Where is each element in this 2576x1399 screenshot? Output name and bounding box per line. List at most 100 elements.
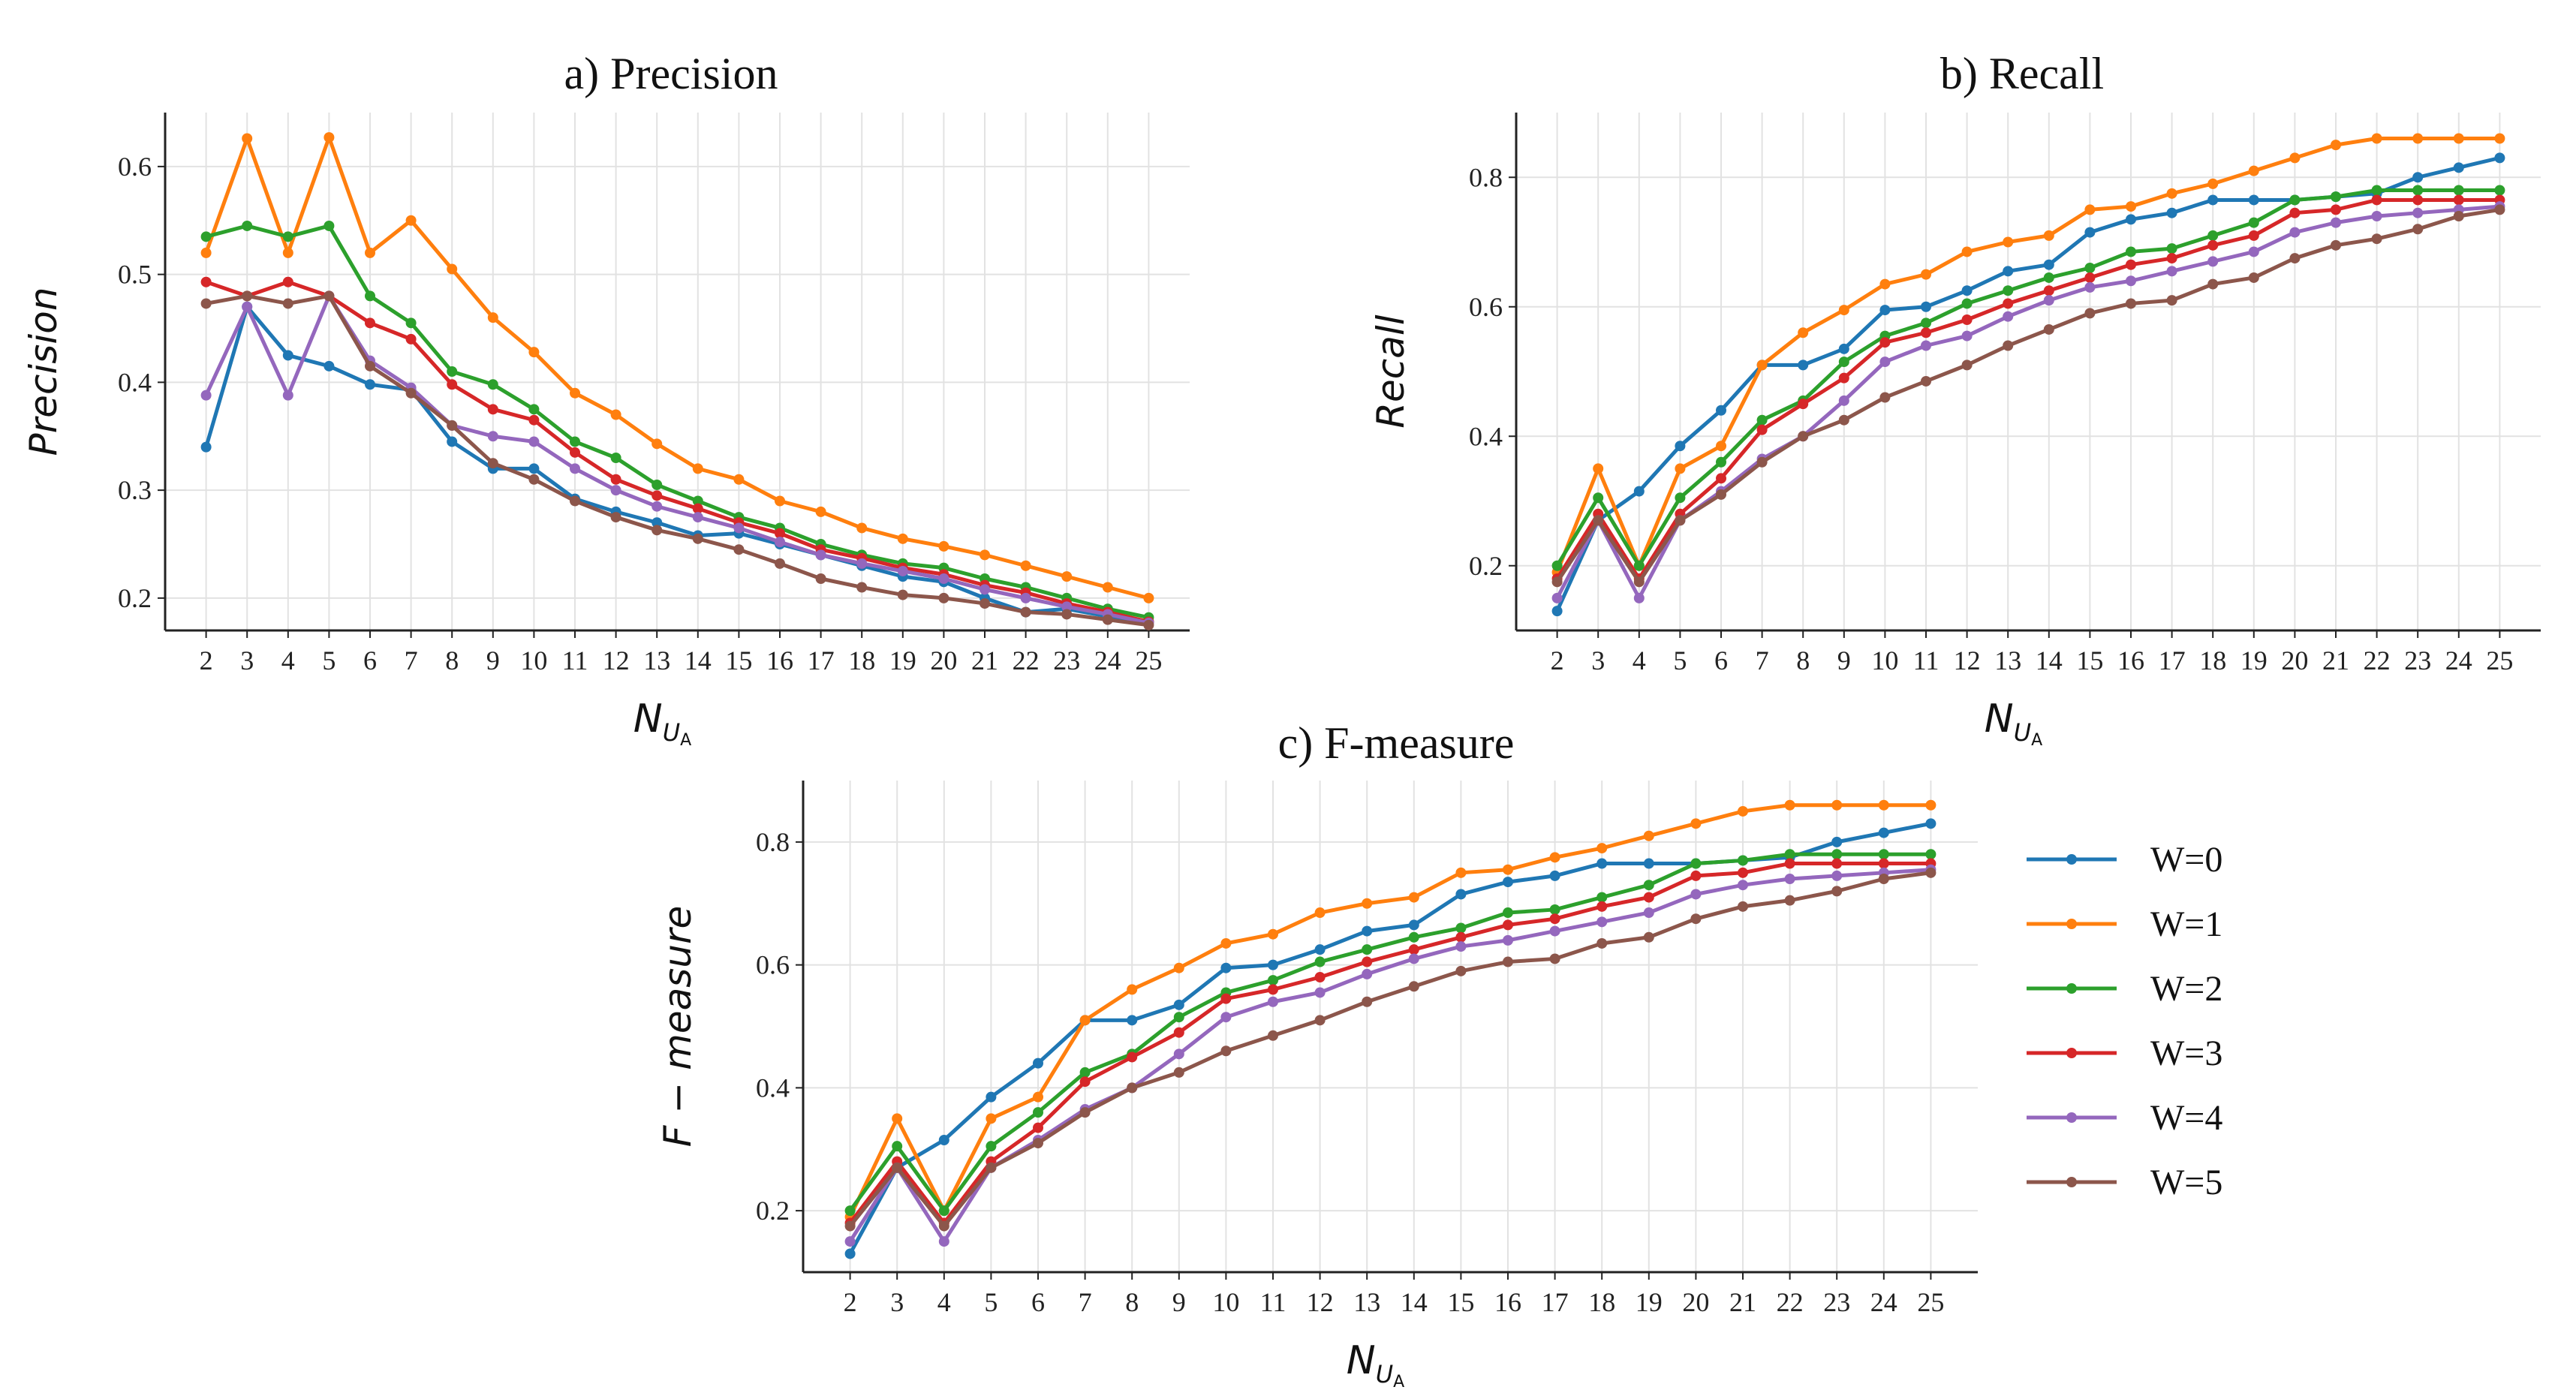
data-point [1408, 931, 1419, 943]
data-point [1503, 877, 1513, 888]
data-point [2003, 340, 2014, 351]
data-point [980, 598, 990, 609]
data-point [528, 414, 540, 426]
data-point [2084, 204, 2096, 215]
data-point [1173, 1027, 1184, 1038]
data-point [856, 582, 868, 593]
data-point [528, 347, 540, 358]
data-point [528, 463, 540, 474]
recall-panel: b) Recall 0.20.40.60.82 3 4 5 6 7 8 9 10 11 12 13 14… [1369, 49, 2541, 750]
x-tick-label: 6 [1031, 1287, 1045, 1317]
data-point [365, 379, 375, 390]
data-point [405, 215, 417, 226]
legend-label: W=4 [2150, 1098, 2222, 1138]
data-point [1127, 984, 1138, 995]
data-point [2207, 178, 2219, 189]
data-point [856, 558, 868, 569]
series-line-W-3 [848, 862, 1931, 1225]
data-point [815, 549, 826, 561]
series-line-W-1 [848, 803, 1931, 1218]
x-tick-label: 19 [889, 645, 916, 675]
data-point [610, 409, 621, 420]
data-point [2126, 201, 2136, 212]
data-point [447, 263, 458, 275]
data-point [1268, 975, 1278, 986]
data-point [1784, 874, 1795, 884]
data-point [2043, 230, 2054, 241]
data-point [1878, 799, 1889, 811]
data-point [938, 540, 949, 552]
x-axis-label: NUA [1985, 696, 2042, 750]
x-tick-label: 12 [1954, 645, 1981, 675]
data-point [2126, 298, 2136, 309]
data-point [1455, 931, 1467, 943]
data-point [1838, 372, 1849, 384]
data-point [2126, 246, 2136, 257]
data-point [2371, 211, 2382, 221]
x-tick-label: 16 [2117, 645, 2144, 675]
x-tick-label: 6 [363, 645, 377, 675]
x-tick-label: 14 [685, 645, 712, 675]
data-point [1220, 1045, 1232, 1057]
data-point [487, 404, 498, 415]
legend-marker [2066, 1112, 2077, 1123]
data-point [1921, 375, 1931, 387]
data-point [1551, 560, 1563, 571]
data-point [570, 463, 580, 474]
x-tick-label: 20 [930, 645, 957, 675]
data-point [1061, 571, 1073, 582]
data-point [242, 133, 253, 144]
data-point [2371, 233, 2382, 245]
data-point [1878, 858, 1889, 869]
data-point [2412, 172, 2424, 183]
data-point [282, 350, 293, 361]
data-point [1549, 925, 1560, 937]
data-point [2043, 323, 2054, 335]
y-tick-label: 0.2 [1469, 551, 1503, 581]
data-point [1675, 515, 1686, 526]
data-point [610, 474, 621, 485]
series-line-W-0 [204, 305, 1149, 624]
data-point [2248, 165, 2259, 176]
x-tick-label: 13 [1353, 1287, 1380, 1317]
data-point [1455, 922, 1467, 934]
data-point [1314, 987, 1326, 998]
data-point [1549, 904, 1560, 915]
data-point [2412, 133, 2424, 144]
data-point [1879, 278, 1891, 290]
data-point [986, 1162, 997, 1173]
x-tick-label: 2 [844, 1287, 857, 1317]
data-point [1675, 492, 1686, 504]
x-tick-label: 15 [725, 645, 752, 675]
data-point [2166, 188, 2177, 199]
data-point [1362, 898, 1373, 909]
legend-marker [2066, 983, 2077, 994]
data-point [447, 420, 458, 431]
data-point [1961, 314, 1973, 325]
y-axis-label: Recall [1369, 314, 1413, 429]
series-line-W-4 [1555, 204, 2500, 600]
data-point [652, 501, 663, 512]
data-point [652, 438, 663, 450]
data-point [1798, 431, 1809, 442]
data-point [1831, 849, 1843, 860]
legend-item: W=2 [2027, 969, 2222, 1009]
data-point [692, 512, 703, 523]
data-point [1408, 953, 1419, 964]
data-point [365, 360, 375, 372]
data-point [1690, 870, 1702, 881]
data-point [1690, 818, 1702, 829]
data-point [1362, 968, 1373, 979]
data-point [610, 453, 621, 463]
data-point [1268, 959, 1278, 970]
data-point [2371, 133, 2382, 144]
data-point [1408, 892, 1419, 903]
data-point [2207, 278, 2219, 290]
series-line-W-4 [848, 868, 1931, 1244]
data-point [405, 333, 417, 344]
data-point [1593, 515, 1604, 526]
data-point [1268, 996, 1278, 1007]
data-point [775, 558, 785, 569]
data-point [986, 1113, 997, 1124]
x-tick-label: 18 [2199, 645, 2226, 675]
